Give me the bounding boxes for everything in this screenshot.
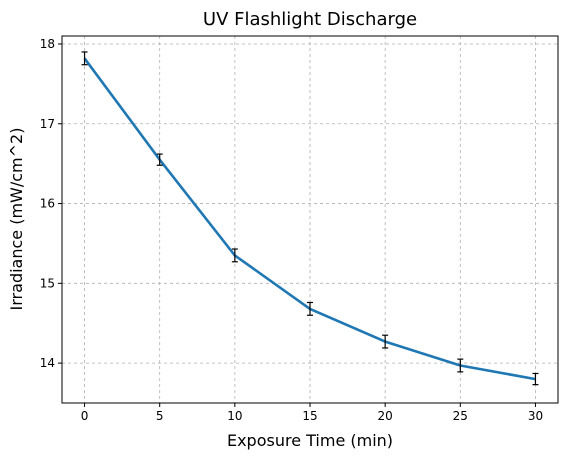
x-tick-label: 10 [227,409,242,423]
x-axis-label: Exposure Time (min) [227,431,393,450]
x-tick-label: 20 [378,409,393,423]
x-tick-label: 0 [81,409,89,423]
y-tick-label: 16 [40,197,55,211]
y-tick-label: 17 [40,117,55,131]
y-tick-label: 18 [40,37,55,51]
y-tick-label: 14 [40,356,55,370]
x-tick-label: 15 [302,409,317,423]
chart-title: UV Flashlight Discharge [203,9,417,30]
x-tick-label: 5 [156,409,164,423]
y-axis-label: Irradiance (mW/cm^2) [7,128,26,311]
y-axis-ticks: 14 15 16 17 18 [40,37,62,370]
x-tick-label: 25 [453,409,468,423]
error-bars [81,51,539,386]
x-tick-label: 30 [528,409,543,423]
grid [62,36,558,403]
x-axis-ticks: 0 5 10 15 20 25 30 [81,403,543,423]
y-tick-label: 15 [40,276,55,290]
